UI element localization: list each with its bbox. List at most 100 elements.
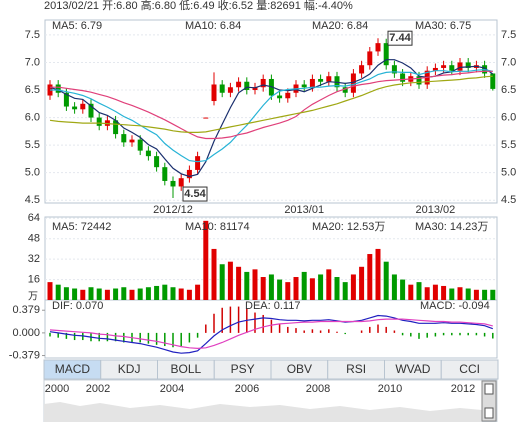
navigator-label: 2004: [160, 383, 184, 395]
volume-bar: [391, 274, 397, 300]
navigator-label: 2008: [306, 383, 330, 395]
legend-entry: DIF: 0.070: [52, 300, 103, 312]
volume-bar: [186, 289, 192, 300]
volume-bar: [482, 289, 488, 300]
volume-bar: [211, 248, 217, 300]
candle-body: [465, 62, 471, 68]
volume-bar: [203, 220, 209, 300]
volume-bar: [219, 264, 225, 300]
volume-bar: [121, 287, 127, 300]
handle-grip-top[interactable]: [484, 383, 494, 395]
header-info: 2013/02/21 开:6.80 高:6.80 低:6.49 收:6.52 量…: [44, 0, 353, 12]
tab[interactable]: [440, 359, 499, 380]
macd-line: [49, 318, 493, 350]
tab-label[interactable]: WVAD: [395, 362, 430, 376]
macd-line: [49, 314, 494, 354]
candle-body: [227, 87, 233, 93]
tab-label[interactable]: KDJ: [118, 362, 141, 376]
volume-bar: [252, 269, 258, 300]
volume-bar: [432, 284, 438, 300]
volume-bar: [113, 288, 119, 300]
volume-bar: [162, 284, 168, 300]
legend-entry: MA10: 6.84: [185, 20, 241, 32]
y-tick-label-right: 7.0: [501, 56, 516, 68]
legend-entry: MA10: 81174: [185, 221, 250, 233]
annotation: 4.54: [184, 188, 206, 200]
y-tick-label: 64: [28, 212, 40, 224]
volume-unit: 万: [28, 292, 38, 303]
candle-body: [432, 67, 438, 71]
legend-entry: MA5: 72442: [52, 221, 111, 233]
candle-body: [301, 84, 307, 88]
volume-bar: [424, 287, 430, 300]
volume-bar: [342, 282, 348, 300]
legend-entry: MA5: 6.79: [52, 20, 102, 32]
volume-bar: [137, 288, 143, 300]
candle-body: [244, 81, 250, 91]
legend-entry: MA20: 12.53万: [312, 221, 385, 233]
volume-bar: [80, 289, 86, 300]
candle-body: [309, 78, 315, 88]
volume-bar: [129, 289, 135, 300]
candle-body: [154, 156, 160, 168]
tab-label[interactable]: PSY: [231, 362, 255, 376]
ma-line: [50, 68, 493, 163]
candle-body: [96, 117, 102, 126]
legend-entry: MACD: -0.094: [420, 300, 490, 312]
volume-bar: [244, 271, 250, 300]
volume-bar: [416, 282, 422, 300]
volume-bar: [63, 287, 69, 300]
volume-bar: [277, 279, 283, 300]
y-tick-label: 6.0: [25, 111, 40, 123]
handle-grip-bottom[interactable]: [484, 407, 494, 419]
y-tick-label: 4.5: [25, 194, 40, 206]
y-tick-label: -0.379: [9, 349, 40, 361]
y-tick-label: 0.000: [12, 327, 40, 339]
candle-body: [80, 103, 86, 110]
volume-bar: [490, 289, 496, 300]
volume-bar: [301, 271, 307, 300]
candle-body: [129, 139, 135, 143]
candle-body: [342, 87, 348, 93]
volume-bar: [88, 287, 94, 300]
volume-bar: [47, 282, 53, 300]
candle-body: [55, 84, 61, 93]
tab-label[interactable]: MACD: [55, 362, 91, 376]
volume-bar: [195, 284, 201, 300]
candle-body: [326, 76, 332, 82]
tab-label[interactable]: CCI: [459, 362, 480, 376]
candle-body: [137, 139, 143, 151]
volume-bar: [145, 287, 151, 300]
volume-bar: [449, 288, 455, 300]
volume-bar: [367, 254, 373, 300]
y-tick-label: 6.5: [25, 84, 40, 96]
legend-entry: MA30: 6.75: [415, 20, 471, 32]
volume-bar: [55, 284, 61, 300]
navigator-label: 2006: [235, 383, 259, 395]
candle-body: [318, 78, 324, 82]
volume-bar: [236, 266, 242, 300]
price-panel: [44, 19, 498, 204]
y-tick-label-right: 4.5: [501, 194, 516, 206]
volume-bar: [457, 287, 463, 300]
y-tick-label-right: 6.5: [501, 84, 516, 96]
volume-bar: [465, 288, 471, 300]
volume-bar: [441, 285, 447, 300]
candle-body: [186, 169, 192, 179]
volume-bar: [473, 289, 479, 300]
candle-body: [416, 76, 422, 85]
candle-body: [441, 65, 447, 68]
y-tick-label-right: 5.5: [501, 139, 516, 151]
volume-bar: [400, 279, 406, 300]
volume-bar: [359, 266, 365, 300]
tab-label[interactable]: RSI: [346, 362, 366, 376]
candle-body: [195, 156, 201, 170]
volume-bar: [170, 287, 176, 300]
tab-label[interactable]: OBV: [287, 362, 312, 376]
candle-body: [113, 120, 119, 135]
volume-bar: [285, 282, 291, 300]
navigator-label: 2002: [86, 383, 110, 395]
candle-body: [63, 92, 69, 107]
tab-label[interactable]: BOLL: [171, 362, 202, 376]
